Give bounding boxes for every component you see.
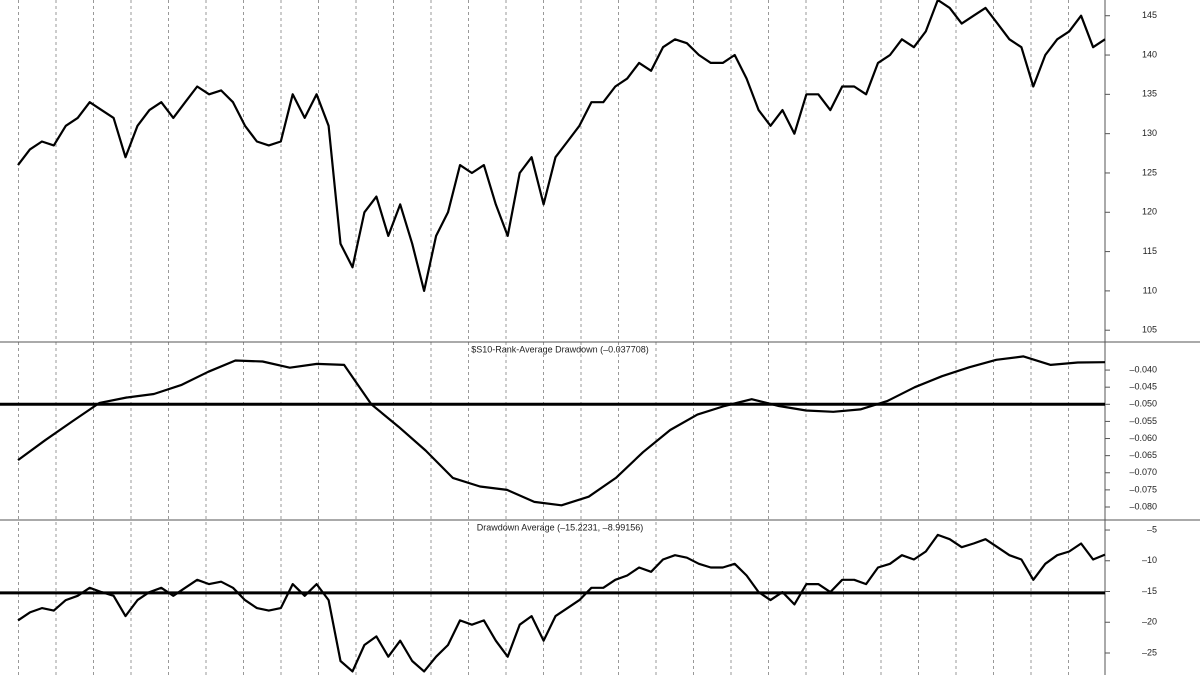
- time-grid: [18, 0, 1105, 675]
- y-tick-label: –0.065: [1129, 450, 1157, 460]
- y-tick-label: –15: [1142, 586, 1157, 596]
- y-tick-label: –0.080: [1129, 501, 1157, 511]
- y-tick-label: –0.050: [1129, 399, 1157, 409]
- y-tick-label: –0.040: [1129, 364, 1157, 374]
- y-tick-label: –0.075: [1129, 484, 1157, 494]
- y-tick-label: 125: [1142, 167, 1157, 177]
- data-line: [17, 355, 1106, 507]
- panel-title: Drawdown Average (–15.2231, –8.99156): [477, 522, 643, 532]
- data-line: [17, 533, 1106, 673]
- y-tick-label: –10: [1142, 555, 1157, 565]
- y-tick-label: –0.060: [1129, 433, 1157, 443]
- y-tick-label: 105: [1142, 325, 1157, 335]
- y-tick-label: 135: [1142, 89, 1157, 99]
- y-tick-label: –25: [1142, 647, 1157, 657]
- y-tick-label: 110: [1143, 285, 1157, 295]
- y-tick-label: –20: [1142, 617, 1157, 627]
- y-tick-label: 120: [1142, 207, 1157, 217]
- y-tick-label: –0.070: [1129, 467, 1157, 477]
- y-tick-label: 140: [1142, 49, 1157, 59]
- y-tick-label: –0.045: [1129, 382, 1157, 392]
- y-tick-label: 145: [1142, 10, 1157, 20]
- panel-title: $S10-Rank-Average Drawdown (–0.037708): [471, 344, 648, 354]
- y-tick-label: 130: [1142, 128, 1157, 138]
- y-tick-label: 115: [1143, 246, 1157, 256]
- y-tick-label: –5: [1147, 524, 1157, 534]
- data-line: [17, 0, 1106, 292]
- y-tick-label: –0.055: [1129, 416, 1157, 426]
